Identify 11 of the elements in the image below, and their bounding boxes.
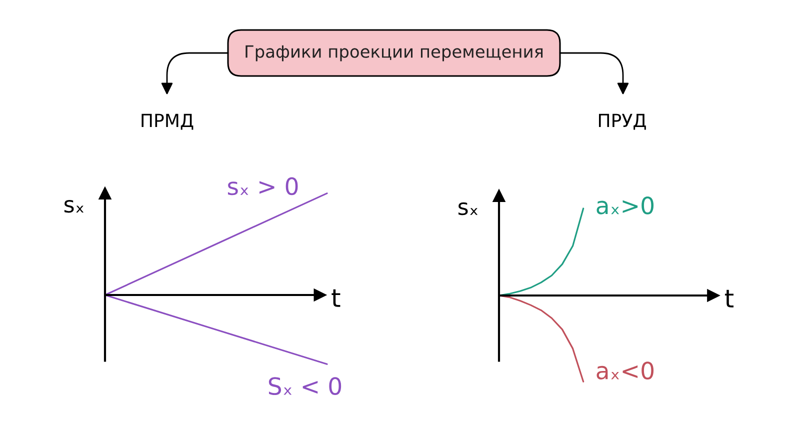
chart-subtitle: ПРМД <box>142 114 194 130</box>
series-label: Sₓ < 0 <box>268 377 342 396</box>
series-label: sₓ > 0 <box>228 177 298 196</box>
x-axis-title: t <box>724 290 734 308</box>
y-axis-title: sₓ <box>458 202 478 216</box>
x-axis-title: t <box>332 289 340 307</box>
y-axis-title: sₓ <box>64 200 84 213</box>
series-label: aₓ<0 <box>596 362 654 380</box>
chart-subtitle: ПРУД <box>598 114 646 130</box>
series-label: aₓ>0 <box>596 196 654 214</box>
text: Графики проекции перемещения <box>246 45 543 62</box>
